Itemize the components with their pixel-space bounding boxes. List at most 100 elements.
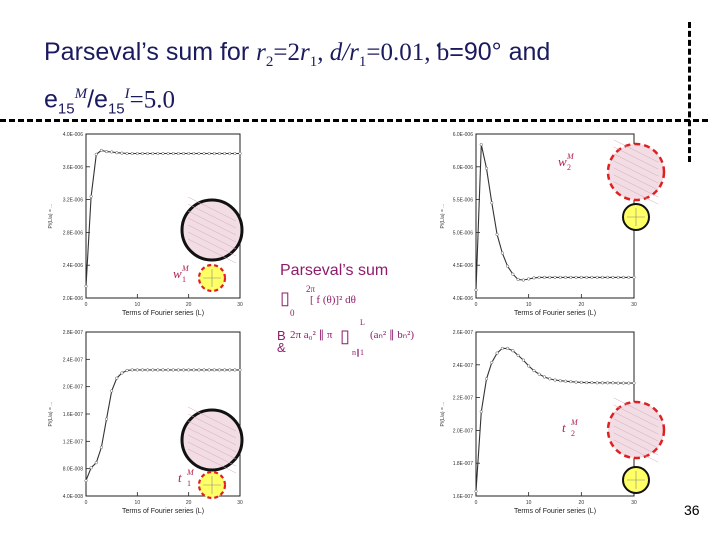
hatch-line xyxy=(187,196,237,222)
data-point xyxy=(140,368,145,372)
data-point xyxy=(233,368,237,372)
data-point xyxy=(120,151,124,155)
x-axis-label: Terms of Fourier series (L) xyxy=(514,310,596,317)
x-tick-label: 20 xyxy=(186,302,192,308)
y-tick-label: 2.8E-007 xyxy=(63,330,84,336)
data-point xyxy=(125,368,129,372)
x-axis-label: Terms of Fourier series (L) xyxy=(122,508,204,515)
data-point xyxy=(161,368,165,372)
data-point xyxy=(99,148,103,152)
data-point xyxy=(474,489,478,493)
data-point xyxy=(176,151,180,156)
data-point xyxy=(166,368,170,372)
hatch-line xyxy=(613,139,659,163)
hatch-line xyxy=(613,425,659,449)
data-point xyxy=(511,272,515,276)
data-point xyxy=(532,369,536,373)
title-sep1: , xyxy=(317,39,330,66)
plot-frame xyxy=(475,331,635,497)
parseval-sum-label: Parseval’s sum xyxy=(280,262,389,279)
y-axis-label: P/(L/a) = ... xyxy=(48,402,54,427)
data-point xyxy=(521,358,525,362)
data-point xyxy=(125,151,129,156)
y-axis-label: P/(L/a) = ... xyxy=(440,204,446,229)
data-point xyxy=(140,151,145,156)
data-point xyxy=(217,151,222,156)
data-point xyxy=(627,381,631,385)
data-point xyxy=(197,368,201,372)
hatch-line xyxy=(187,406,237,432)
y-tick-label: 2.4E-006 xyxy=(63,263,84,269)
integral-glyph: ▯ xyxy=(280,288,290,308)
chart-panel-t2: 2.6E-007 2.4E-007 2.2E-007 2.0E-007 1.8E-007… xyxy=(432,320,680,520)
hatch-line xyxy=(613,411,659,435)
data-point xyxy=(606,275,610,279)
title-r1: r xyxy=(299,39,310,66)
data-point xyxy=(527,277,531,281)
title-d-sub: 1 xyxy=(358,54,367,70)
x-tick-label: 20 xyxy=(186,500,192,506)
integral-lower-limit: 0 xyxy=(290,308,295,318)
data-point xyxy=(84,284,88,288)
quantity-sup: M xyxy=(566,152,575,161)
data-point xyxy=(130,151,134,156)
data-point xyxy=(207,368,211,372)
chart-svg-t1: 2.8E-007 2.4E-007 2.0E-007 1.6E-007 1.2E-007… xyxy=(48,330,244,515)
data-point xyxy=(212,368,216,372)
data-point xyxy=(146,151,150,156)
x-tick-label: 10 xyxy=(135,500,141,506)
data-point xyxy=(171,151,175,156)
x-tick-label: 20 xyxy=(579,302,585,308)
y-tick-label: 1.8E-007 xyxy=(453,461,474,467)
title-slash: /e xyxy=(87,85,108,114)
hatch-line xyxy=(187,231,237,257)
data-point xyxy=(99,445,103,449)
hatch-line xyxy=(187,413,237,439)
data-point xyxy=(146,368,150,372)
data-point xyxy=(197,151,201,156)
data-point xyxy=(548,377,552,381)
y-tick-label: 2.4E-007 xyxy=(63,357,84,363)
y-tick-label: 2.0E-007 xyxy=(63,385,84,391)
data-point xyxy=(527,364,531,368)
data-point xyxy=(627,275,631,279)
x-tick-label: 0 xyxy=(475,500,478,506)
hatch-line xyxy=(187,203,237,229)
x-tick-label: 0 xyxy=(85,500,88,506)
x-tick-label: 30 xyxy=(631,302,637,308)
data-point xyxy=(511,349,515,353)
data-point xyxy=(516,277,520,282)
data-point xyxy=(479,143,483,147)
data-point xyxy=(156,368,160,372)
title-e1-sub: 15 xyxy=(57,100,75,118)
title-r2-sub: 2 xyxy=(265,54,274,70)
data-point xyxy=(223,368,227,372)
data-point xyxy=(484,377,489,381)
data-point xyxy=(484,166,489,170)
title-prefix: Parseval’s sum for xyxy=(44,38,257,66)
data-point xyxy=(606,381,610,385)
data-point xyxy=(110,150,114,154)
data-point xyxy=(187,151,191,156)
data-point xyxy=(223,151,227,156)
data-point xyxy=(202,151,206,156)
data-point xyxy=(574,380,578,384)
hatch-line xyxy=(613,146,659,170)
slide-title: Parseval’s sum for r2=2r1, d/r1=0.01, ƅ=… xyxy=(44,36,684,125)
data-point xyxy=(611,381,615,385)
chart-panel-w2: 6.0E-006 6.0E-006 5.5E-006 5.0E-006 4.5E-006… xyxy=(432,122,680,322)
quantity-sub: 2 xyxy=(567,163,571,172)
y-tick-label: 2.0E-006 xyxy=(63,296,84,302)
hatch-line xyxy=(187,238,237,264)
data-point xyxy=(495,232,499,237)
data-point xyxy=(84,479,88,483)
hatch-line xyxy=(613,160,659,184)
x-tick-label: 30 xyxy=(237,500,243,506)
data-point xyxy=(595,381,599,385)
data-point xyxy=(212,151,216,156)
data-point xyxy=(500,346,504,350)
hatch-line xyxy=(187,441,237,467)
y-tick-label: 2.6E-007 xyxy=(453,330,474,336)
data-point xyxy=(521,278,525,282)
title-angle-val: =90° and xyxy=(449,38,551,66)
